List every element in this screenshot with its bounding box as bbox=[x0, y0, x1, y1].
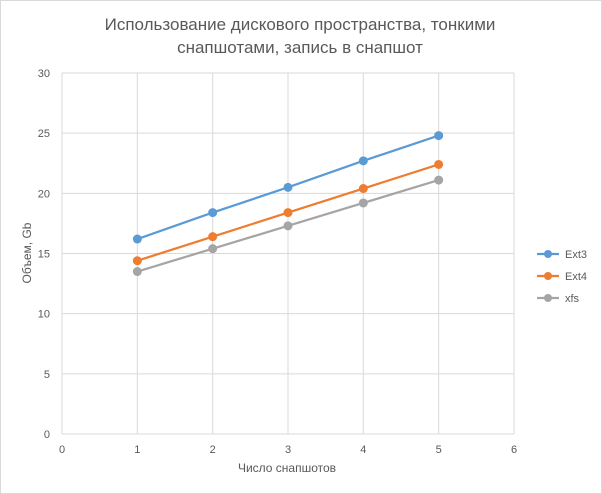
y-tick-label: 5 bbox=[44, 369, 50, 381]
data-point-xfs bbox=[283, 221, 293, 231]
y-tick-label: 25 bbox=[38, 128, 50, 140]
legend-swatch-marker bbox=[544, 250, 552, 258]
series-lines bbox=[132, 131, 444, 277]
x-tick-label: 2 bbox=[210, 444, 216, 456]
legend-label-xfs: xfs bbox=[565, 293, 580, 305]
data-point-ext4 bbox=[283, 208, 293, 218]
chart-title-line-1: Использование дискового пространства, то… bbox=[105, 15, 496, 34]
y-tick-label: 15 bbox=[38, 249, 50, 261]
data-point-ext3 bbox=[132, 234, 142, 244]
legend-swatch-marker bbox=[544, 294, 552, 302]
data-point-ext4 bbox=[434, 159, 444, 169]
x-tick-label: 3 bbox=[285, 444, 291, 456]
data-point-ext3 bbox=[208, 208, 218, 218]
data-point-xfs bbox=[434, 175, 444, 185]
tick-labels: 0 5 10 15 20 25 30 0 1 2 3 4 5 6 bbox=[38, 68, 517, 456]
x-tick-label: 5 bbox=[436, 444, 442, 456]
gridlines bbox=[61, 72, 515, 435]
x-axis-title: Число снапшотов bbox=[238, 461, 336, 475]
data-point-xfs bbox=[132, 267, 142, 277]
data-point-ext3 bbox=[358, 156, 368, 166]
y-tick-label: 10 bbox=[38, 309, 50, 321]
data-point-ext4 bbox=[208, 232, 218, 242]
y-tick-label: 30 bbox=[38, 68, 50, 80]
x-tick-label: 4 bbox=[360, 444, 366, 456]
y-tick-label: 20 bbox=[38, 188, 50, 200]
legend-swatch-marker bbox=[544, 272, 552, 280]
y-axis-title: Объем, Gb bbox=[20, 222, 34, 283]
x-tick-label: 6 bbox=[511, 444, 517, 456]
data-point-xfs bbox=[358, 198, 368, 208]
legend: Ext3 Ext4 xfs bbox=[537, 249, 587, 305]
data-point-xfs bbox=[208, 244, 218, 254]
y-tick-label: 0 bbox=[44, 429, 50, 441]
chart-title-line-2: снапшотами, запись в снапшот bbox=[177, 38, 423, 57]
legend-label-ext3: Ext3 bbox=[565, 249, 587, 261]
data-point-ext4 bbox=[358, 184, 368, 194]
data-point-ext3 bbox=[283, 182, 293, 192]
data-point-ext4 bbox=[132, 256, 142, 266]
data-point-ext3 bbox=[434, 131, 444, 141]
x-tick-label: 0 bbox=[59, 444, 65, 456]
x-tick-label: 1 bbox=[134, 444, 140, 456]
legend-label-ext4: Ext4 bbox=[565, 271, 587, 283]
